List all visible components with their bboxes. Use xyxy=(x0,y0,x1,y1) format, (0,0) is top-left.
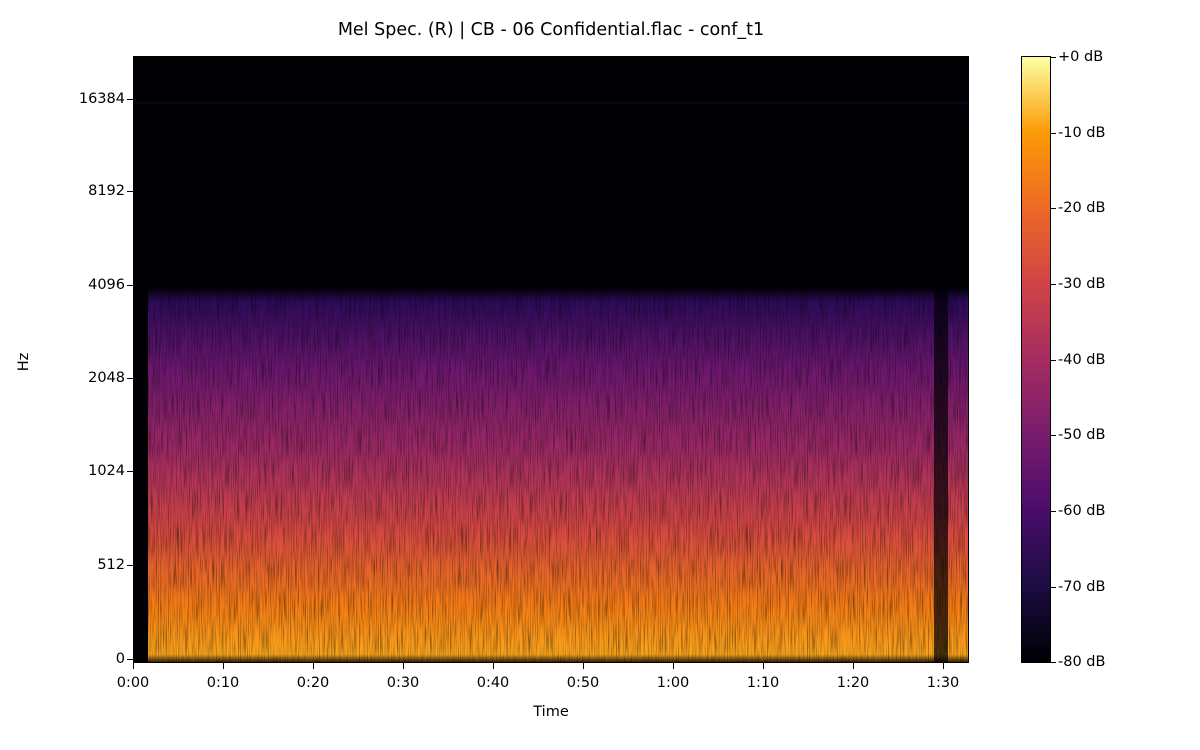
colorbar-tick-mark xyxy=(1051,57,1056,58)
colorbar-tick: -10 dB xyxy=(1058,125,1106,141)
colorbar-tick: -80 dB xyxy=(1058,654,1106,670)
colorbar-tick: -30 dB xyxy=(1058,276,1106,292)
y-tick-2048: 2048 xyxy=(88,370,125,386)
x-tick-mark xyxy=(313,663,314,669)
x-tick-0-40: 0:40 xyxy=(476,675,510,691)
y-tick-mark xyxy=(127,659,133,660)
x-tick-mark xyxy=(133,663,134,669)
chart-title: Mel Spec. (R) | CB - 06 Confidential.fla… xyxy=(337,20,765,40)
x-tick-0-20: 0:20 xyxy=(296,675,330,691)
x-tick-mark xyxy=(403,663,404,669)
y-tick-mark xyxy=(127,378,133,379)
colorbar-tick-mark xyxy=(1051,662,1056,663)
x-tick-1-10: 1:10 xyxy=(746,675,780,691)
colorbar-tick-mark xyxy=(1051,208,1056,209)
y-tick-mark xyxy=(127,285,133,286)
x-tick-mark xyxy=(943,663,944,669)
x-tick-0-00: 0:00 xyxy=(116,675,150,691)
y-tick-16384: 16384 xyxy=(78,91,125,107)
spectrogram-plot-area xyxy=(133,56,969,663)
colorbar-tick-mark xyxy=(1051,360,1056,361)
x-tick-1-20: 1:20 xyxy=(836,675,870,691)
y-tick-512: 512 xyxy=(97,557,125,573)
x-axis-label: Time xyxy=(533,704,569,720)
y-tick-4096: 4096 xyxy=(88,277,125,293)
y-axis-label: Hz xyxy=(16,352,32,372)
colorbar-tick-mark xyxy=(1051,435,1056,436)
x-tick-0-50: 0:50 xyxy=(566,675,600,691)
colorbar-tick: -50 dB xyxy=(1058,427,1106,443)
x-tick-1-00: 1:00 xyxy=(656,675,690,691)
colorbar-tick: -60 dB xyxy=(1058,503,1106,519)
colorbar-tick-mark xyxy=(1051,284,1056,285)
y-tick-mark xyxy=(127,99,133,100)
x-tick-mark xyxy=(763,663,764,669)
colorbar-tick-mark xyxy=(1051,133,1056,134)
y-tick-mark xyxy=(127,191,133,192)
x-tick-mark xyxy=(583,663,584,669)
spectrogram-image xyxy=(134,57,968,662)
colorbar-tick-mark xyxy=(1051,587,1056,588)
y-tick-1024: 1024 xyxy=(88,463,125,479)
colorbar-tick: -20 dB xyxy=(1058,200,1106,216)
x-tick-mark xyxy=(853,663,854,669)
x-tick-mark xyxy=(223,663,224,669)
x-tick-0-30: 0:30 xyxy=(386,675,420,691)
y-tick-mark xyxy=(127,471,133,472)
colorbar-tick: +0 dB xyxy=(1058,49,1104,65)
colorbar xyxy=(1021,56,1051,663)
x-tick-1-30: 1:30 xyxy=(926,675,960,691)
y-tick-0: 0 xyxy=(115,651,125,667)
y-tick-8192: 8192 xyxy=(88,183,125,199)
colorbar-tick: -40 dB xyxy=(1058,352,1106,368)
x-tick-mark xyxy=(673,663,674,669)
x-tick-mark xyxy=(493,663,494,669)
colorbar-tick-mark xyxy=(1051,511,1056,512)
x-tick-0-10: 0:10 xyxy=(206,675,240,691)
colorbar-tick: -70 dB xyxy=(1058,579,1106,595)
y-tick-mark xyxy=(127,565,133,566)
